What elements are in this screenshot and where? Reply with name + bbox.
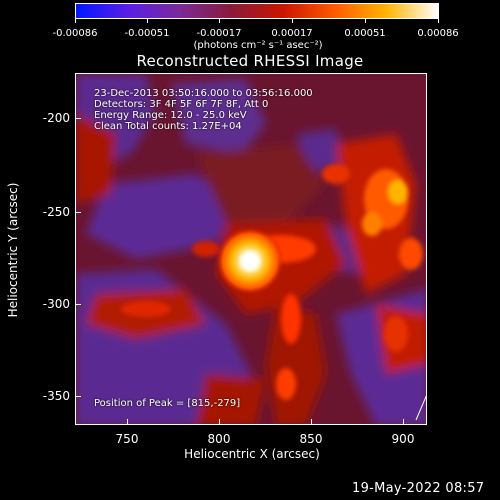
peak-core (240, 251, 260, 271)
y-tickmark (75, 212, 81, 213)
x-tickmark (219, 419, 220, 425)
energy-range-label: Energy Range: 12.0 - 25.0 keV (94, 110, 247, 121)
x-axis-label: Heliocentric X (arcsec) (184, 447, 320, 461)
y-axis-label-container: Heliocentric Y (arcsec) (0, 130, 20, 370)
x-tickmark (311, 419, 312, 425)
time-range-label: 23-Dec-2013 03:50:16.000 to 03:56:16.000 (94, 88, 313, 99)
colorbar-tick-label: 0.00051 (344, 28, 386, 39)
colorbar-tickmark (292, 19, 293, 23)
x-tickmark (403, 419, 404, 425)
colorbar-tickmark (219, 19, 220, 23)
colorbar-tick-label: 0.00086 (417, 28, 459, 39)
colorbar-tick-label: -0.00017 (196, 28, 242, 39)
y-tickmark (75, 118, 81, 119)
colorbar-tickmark (438, 19, 439, 23)
bright-structures (121, 164, 423, 400)
x-tick-label: 800 (207, 432, 231, 446)
x-tick-label: 850 (299, 432, 323, 446)
y-tick-label: -250 (42, 205, 70, 219)
colorbar-tick-label: -0.00051 (124, 28, 170, 39)
y-tickmark (75, 396, 81, 397)
colorbar-tick-label: -0.00086 (52, 28, 98, 39)
colorbar-tickmark (75, 19, 76, 23)
x-tickmark (127, 419, 128, 425)
x-tick-label: 900 (391, 432, 415, 446)
detectors-label: Detectors: 3F 4F 5F 6F 7F 8F, Att 0 (94, 99, 269, 110)
colorbar-units: (photons cm⁻² s⁻¹ asec⁻²) (193, 40, 323, 51)
clean-counts-label: Clean Total counts: 1.27E+04 (94, 121, 242, 132)
y-tick-label: -350 (42, 389, 70, 403)
colorbar (75, 3, 439, 19)
rhessi-image (76, 74, 426, 424)
y-tickmark (75, 304, 81, 305)
image-plot (75, 73, 427, 425)
y-axis-label: Heliocentric Y (arcsec) (6, 182, 20, 318)
colorbar-tickmark (365, 19, 366, 23)
y-tick-label: -300 (42, 297, 70, 311)
y-tick-label: -200 (42, 111, 70, 125)
plot-title: Reconstructed RHESSI Image (136, 52, 364, 70)
x-tick-label: 750 (115, 432, 139, 446)
peak-position-label: Position of Peak = [815,-279] (94, 398, 241, 409)
colorbar-tickmark (147, 19, 148, 23)
datestamp: 19-May-2022 08:57 (352, 481, 485, 496)
colorbar-tick-label: 0.00017 (271, 28, 313, 39)
solar-limb (415, 395, 426, 421)
